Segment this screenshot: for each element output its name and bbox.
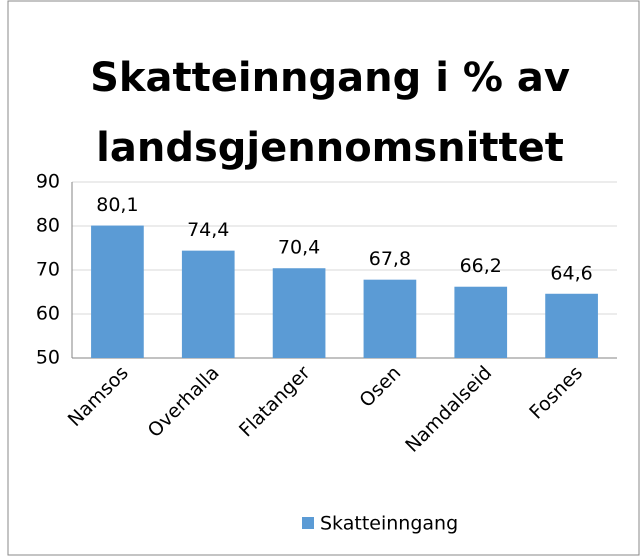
y-tick-label: 60 [36, 303, 60, 325]
chart-title: landsgjennomsnittet [96, 125, 564, 171]
data-label: 66,2 [460, 255, 502, 277]
data-label: 74,4 [187, 219, 229, 241]
legend-label: Skatteinngang [320, 513, 458, 535]
bar [272, 268, 326, 358]
data-label: 64,6 [550, 262, 592, 284]
y-tick-label: 80 [36, 215, 60, 237]
bar [454, 286, 508, 358]
chart-title: Skatteinngang i % av [90, 55, 570, 101]
bar [545, 293, 598, 358]
data-label: 80,1 [96, 194, 138, 216]
data-label: 70,4 [278, 237, 320, 259]
bar [181, 250, 235, 358]
y-tick-label: 50 [36, 347, 60, 369]
y-tick-label: 90 [36, 171, 60, 193]
legend-swatch [302, 517, 314, 529]
bar [363, 279, 417, 358]
y-tick-label: 70 [36, 259, 60, 281]
bar [91, 225, 144, 358]
data-label: 67,8 [369, 248, 411, 270]
